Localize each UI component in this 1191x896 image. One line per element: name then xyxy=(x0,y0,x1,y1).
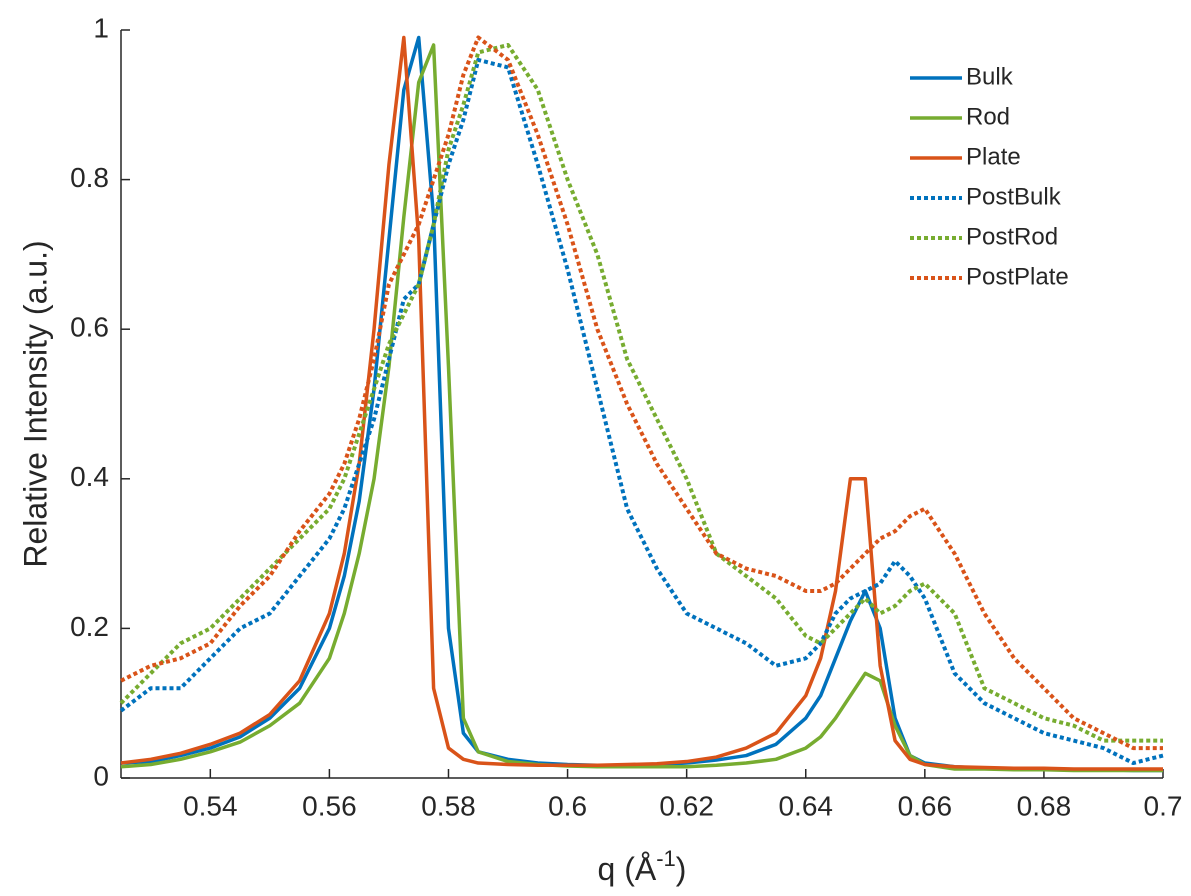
legend-label: PostRod xyxy=(966,223,1058,250)
series-line xyxy=(120,35,1163,751)
x-tick-label: 0.6 xyxy=(548,790,587,821)
x-tick-label: 0.7 xyxy=(1144,790,1183,821)
x-tick-label: 0.54 xyxy=(183,790,238,821)
y-tick-label: 0.4 xyxy=(70,461,109,492)
x-tick-label: 0.56 xyxy=(302,790,357,821)
series-line xyxy=(119,42,1163,743)
y-tick-label: 0.6 xyxy=(70,312,109,343)
y-tick-label: 1 xyxy=(93,12,109,43)
series-line xyxy=(120,35,1163,771)
legend-label: Rod xyxy=(966,103,1010,130)
legend-label: Bulk xyxy=(966,63,1014,90)
x-tick-label: 0.68 xyxy=(1017,790,1072,821)
x-tick-label: 0.64 xyxy=(778,790,833,821)
y-tick-label: 0.2 xyxy=(70,611,109,642)
x-tick-label: 0.58 xyxy=(421,790,476,821)
x-label-text: ) xyxy=(676,851,687,887)
legend-label: PostPlate xyxy=(966,263,1069,290)
x-label-text: q (Å xyxy=(598,851,657,887)
y-axis-label: Relative Intensity (a.u.) xyxy=(17,240,53,567)
x-axis-label: q (Å-1) xyxy=(598,846,687,888)
x-tick-label: 0.66 xyxy=(898,790,953,821)
y-tick-label: 0.8 xyxy=(70,162,109,193)
legend-label: Plate xyxy=(966,143,1021,170)
y-tick-label: 0 xyxy=(93,760,109,791)
legend-label: PostBulk xyxy=(966,183,1062,210)
x-tick-label: 0.62 xyxy=(659,790,714,821)
x-label-sup: -1 xyxy=(656,846,676,871)
series-line xyxy=(119,57,1164,766)
